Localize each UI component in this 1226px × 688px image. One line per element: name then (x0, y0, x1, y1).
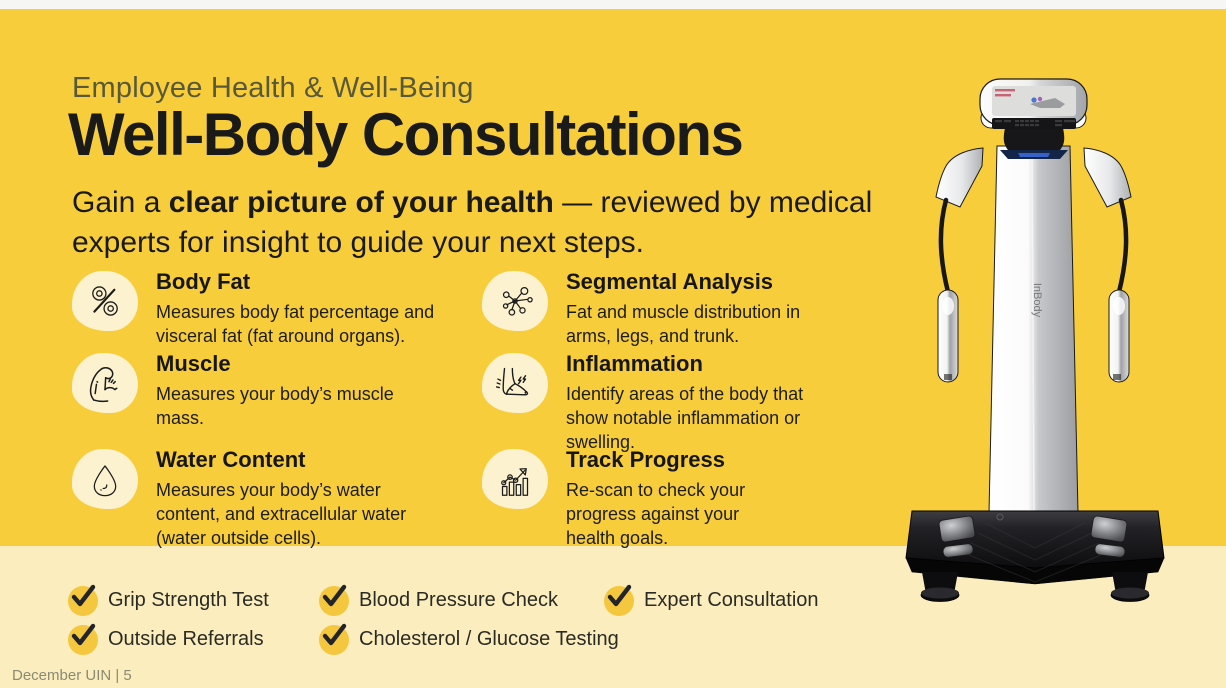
svg-text:InBody: InBody (1031, 283, 1043, 318)
